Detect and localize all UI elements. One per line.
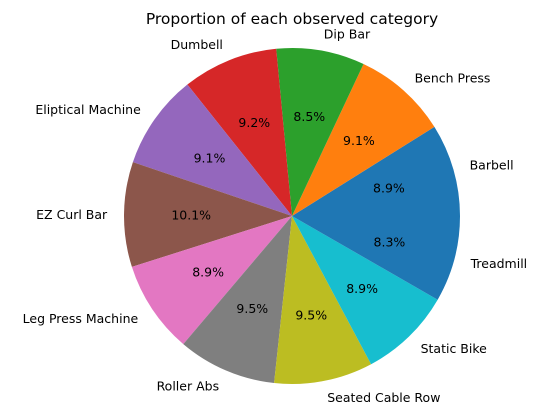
pct-label-dip-bar: 8.5% xyxy=(293,109,325,124)
pct-label-bench-press: 9.1% xyxy=(343,133,375,148)
pie-slice-ez-curl-bar xyxy=(124,162,292,267)
pie-slice-dumbell xyxy=(187,48,292,216)
pie-slice-static-bike xyxy=(292,216,438,365)
pct-label-barbell: 8.9% xyxy=(373,181,405,196)
pct-label-roller-abs: 9.5% xyxy=(236,301,268,316)
pie-slice-dip-bar xyxy=(276,48,364,217)
slice-label-leg-press-machine: Leg Press Machine xyxy=(23,311,139,326)
pie-slice-seated-cable-row xyxy=(274,216,372,384)
slice-label-seated-cable-row: Seated Cable Row xyxy=(327,390,440,405)
pie-slice-treadmill xyxy=(292,216,460,300)
slice-label-eliptical-machine: Eliptical Machine xyxy=(35,102,141,117)
pct-label-treadmill: 8.3% xyxy=(374,235,406,250)
slice-label-barbell: Barbell xyxy=(470,158,514,173)
pie-slice-roller-abs xyxy=(183,216,292,384)
slice-label-bench-press: Bench Press xyxy=(415,70,491,85)
pie-slice-barbell xyxy=(292,126,460,216)
pct-label-static-bike: 8.9% xyxy=(346,281,378,296)
pct-label-leg-press-machine: 8.9% xyxy=(192,264,224,279)
slice-label-static-bike: Static Bike xyxy=(421,341,488,356)
slice-label-treadmill: Treadmill xyxy=(470,256,528,271)
pie-slice-leg-press-machine xyxy=(131,216,292,345)
pie-slice-eliptical-machine xyxy=(132,84,292,216)
pct-label-dumbell: 9.2% xyxy=(238,115,270,130)
slice-label-roller-abs: Roller Abs xyxy=(157,378,220,393)
pie-slices xyxy=(124,48,460,384)
slice-label-ez-curl-bar: EZ Curl Bar xyxy=(36,207,108,222)
pct-label-seated-cable-row: 9.5% xyxy=(295,308,327,323)
slice-label-dip-bar: Dip Bar xyxy=(324,27,371,42)
pct-label-ez-curl-bar: 10.1% xyxy=(171,208,211,223)
pct-label-eliptical-machine: 9.1% xyxy=(194,151,226,166)
pie-labels: 8.9% Barbell 9.1% Bench Press 8.5% Dip Bar 9.2… xyxy=(23,27,527,405)
pie-slice-bench-press xyxy=(292,63,435,216)
chart-title: Proportion of each observed category xyxy=(146,10,438,28)
slice-label-dumbell: Dumbell xyxy=(171,37,223,52)
